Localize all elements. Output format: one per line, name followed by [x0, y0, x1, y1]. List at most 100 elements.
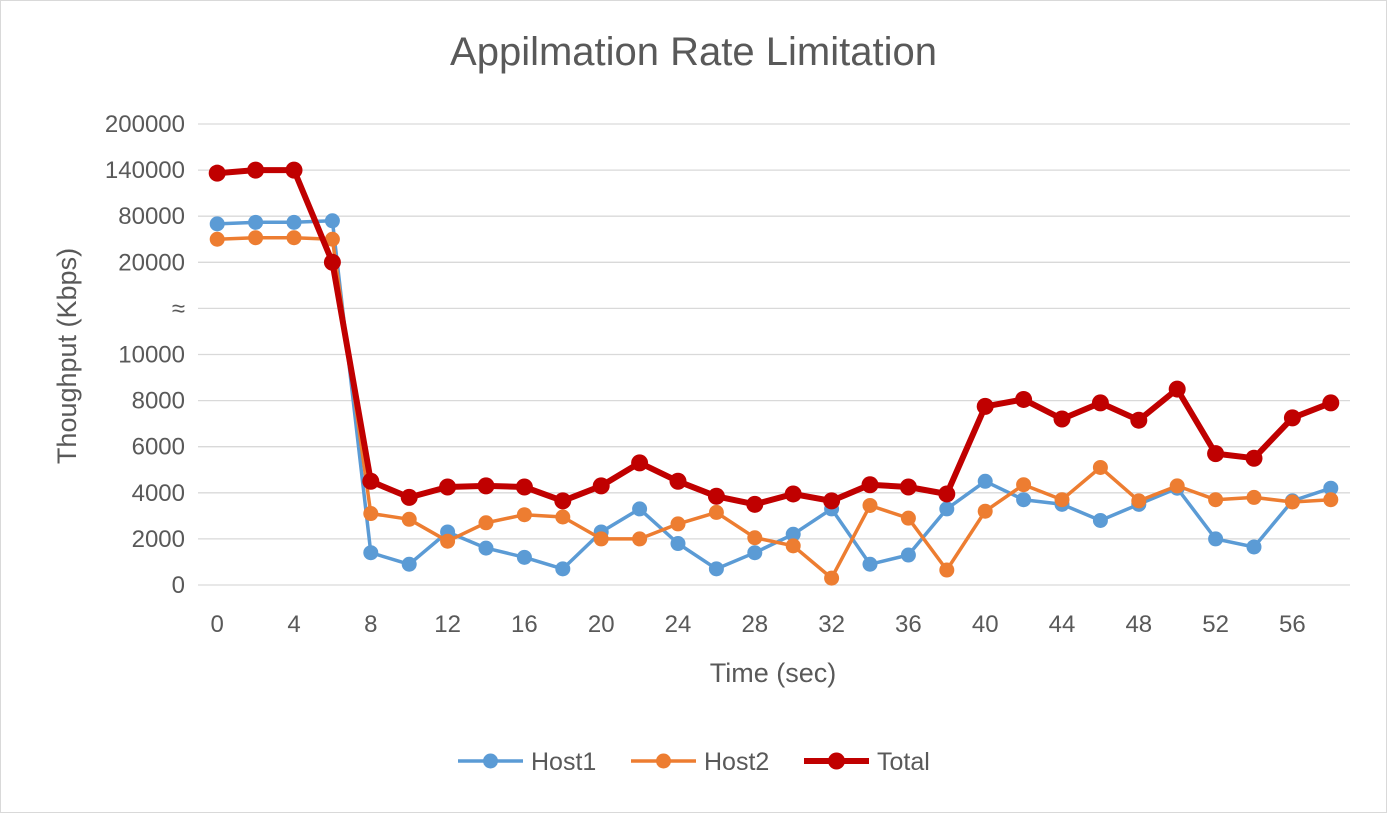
y-tick-label: 2000 — [132, 526, 185, 553]
legend-item-total: Total — [804, 748, 930, 776]
x-tick-label: 8 — [364, 611, 377, 638]
legend-swatch-marker — [656, 753, 671, 769]
data-point-total — [899, 478, 917, 496]
data-point-host2 — [747, 530, 763, 546]
y-tick-label: 140000 — [105, 157, 185, 184]
data-point-host2 — [363, 506, 379, 522]
data-point-total — [1283, 409, 1301, 427]
legend-swatch-marker — [483, 753, 498, 769]
data-point-host2 — [1169, 478, 1185, 494]
data-point-host2 — [593, 531, 609, 547]
data-point-host1 — [862, 556, 878, 572]
data-point-host1 — [632, 501, 648, 517]
data-point-total — [1015, 390, 1033, 408]
data-point-host2 — [1246, 489, 1262, 505]
data-point-host2 — [939, 562, 955, 578]
series-line-host2 — [217, 235, 1331, 580]
x-axis-title: Time (sec) — [710, 658, 837, 688]
data-point-total — [247, 161, 265, 179]
data-point-host1 — [939, 501, 955, 517]
data-point-host2 — [862, 497, 878, 513]
data-point-host2 — [440, 533, 456, 549]
y-tick-label: 80000 — [118, 203, 185, 230]
legend-swatch-marker — [828, 752, 845, 770]
data-point-total — [208, 164, 226, 182]
data-point-host2 — [670, 516, 686, 532]
data-point-host1 — [670, 536, 686, 552]
y-tick-labels: 0 2000 4000 6000 8000 10000 ≈20000 80000 140000 2… — [105, 111, 185, 599]
legend-label: Host1 — [531, 748, 596, 776]
data-point-total — [861, 476, 879, 494]
data-point-total — [1053, 410, 1071, 428]
data-point-total — [976, 397, 994, 415]
data-point-host1 — [1208, 531, 1224, 547]
data-point-total — [1207, 445, 1225, 463]
x-tick-label: 20 — [588, 611, 615, 638]
legend-label: Total — [877, 748, 930, 776]
data-point-total — [285, 161, 303, 179]
data-point-host1 — [1323, 480, 1339, 496]
data-point-host1 — [401, 556, 417, 572]
x-tick-label: 44 — [1049, 611, 1076, 638]
data-point-host1 — [286, 214, 302, 230]
x-tick-labels: 0 4 8 12 16 20 24 28 32 36 40 44 48 52 56 — [211, 611, 1306, 638]
data-point-total — [631, 454, 649, 472]
data-point-host2 — [401, 511, 417, 527]
x-tick-label: 16 — [511, 611, 538, 638]
data-point-host2 — [1016, 477, 1032, 493]
x-tick-label: 48 — [1125, 611, 1152, 638]
data-point-host2 — [900, 510, 916, 526]
data-point-total — [592, 477, 610, 495]
data-point-host1 — [900, 547, 916, 563]
data-point-total — [515, 478, 533, 496]
series-host2 — [209, 230, 1339, 586]
data-point-total — [554, 492, 572, 510]
data-point-host1 — [1092, 512, 1108, 528]
data-point-total — [439, 478, 457, 496]
data-point-host2 — [1208, 492, 1224, 508]
data-point-total — [400, 488, 418, 506]
x-tick-label: 0 — [211, 611, 224, 638]
data-point-host2 — [1284, 494, 1300, 510]
data-point-host1 — [785, 526, 801, 542]
data-point-total — [1322, 394, 1340, 412]
data-point-host1 — [708, 561, 724, 577]
y-axis-title: Thoughput (Kbps) — [52, 248, 82, 464]
x-tick-label: 12 — [434, 611, 461, 638]
data-point-total — [784, 485, 802, 503]
data-point-host2 — [478, 515, 494, 531]
data-point-total — [1130, 411, 1148, 429]
data-point-host1 — [516, 549, 532, 565]
series-total — [208, 161, 1340, 513]
y-tick-label: 0 — [172, 572, 185, 599]
x-tick-label: 24 — [665, 611, 692, 638]
y-tick-label: 200000 — [105, 111, 185, 138]
data-point-host1 — [324, 213, 340, 229]
data-point-total — [746, 495, 764, 513]
legend-item-host1: Host1 — [458, 748, 596, 776]
data-point-host2 — [977, 503, 993, 519]
data-point-total — [669, 472, 687, 490]
legend-label: Host2 — [704, 748, 769, 776]
data-point-total — [823, 492, 841, 510]
data-point-total — [323, 253, 341, 271]
y-tick-label: ≈ — [172, 295, 185, 322]
data-point-host2 — [1131, 493, 1147, 509]
data-point-host2 — [248, 230, 264, 246]
data-point-total — [938, 485, 956, 503]
series-line-total — [216, 167, 1332, 508]
x-tick-label: 52 — [1202, 611, 1229, 638]
data-point-host2 — [824, 570, 840, 586]
x-tick-label: 40 — [972, 611, 999, 638]
data-point-host1 — [555, 561, 571, 577]
data-point-host1 — [1016, 492, 1032, 508]
data-point-total — [1245, 449, 1263, 467]
data-point-host2 — [516, 507, 532, 523]
data-point-host2 — [286, 230, 302, 246]
chart-title: Appilmation Rate Limitation — [450, 30, 937, 74]
data-point-total — [1168, 380, 1186, 398]
legend: Host1 Host2 Total — [458, 748, 930, 776]
x-tick-label: 4 — [287, 611, 300, 638]
data-point-host2 — [785, 538, 801, 554]
